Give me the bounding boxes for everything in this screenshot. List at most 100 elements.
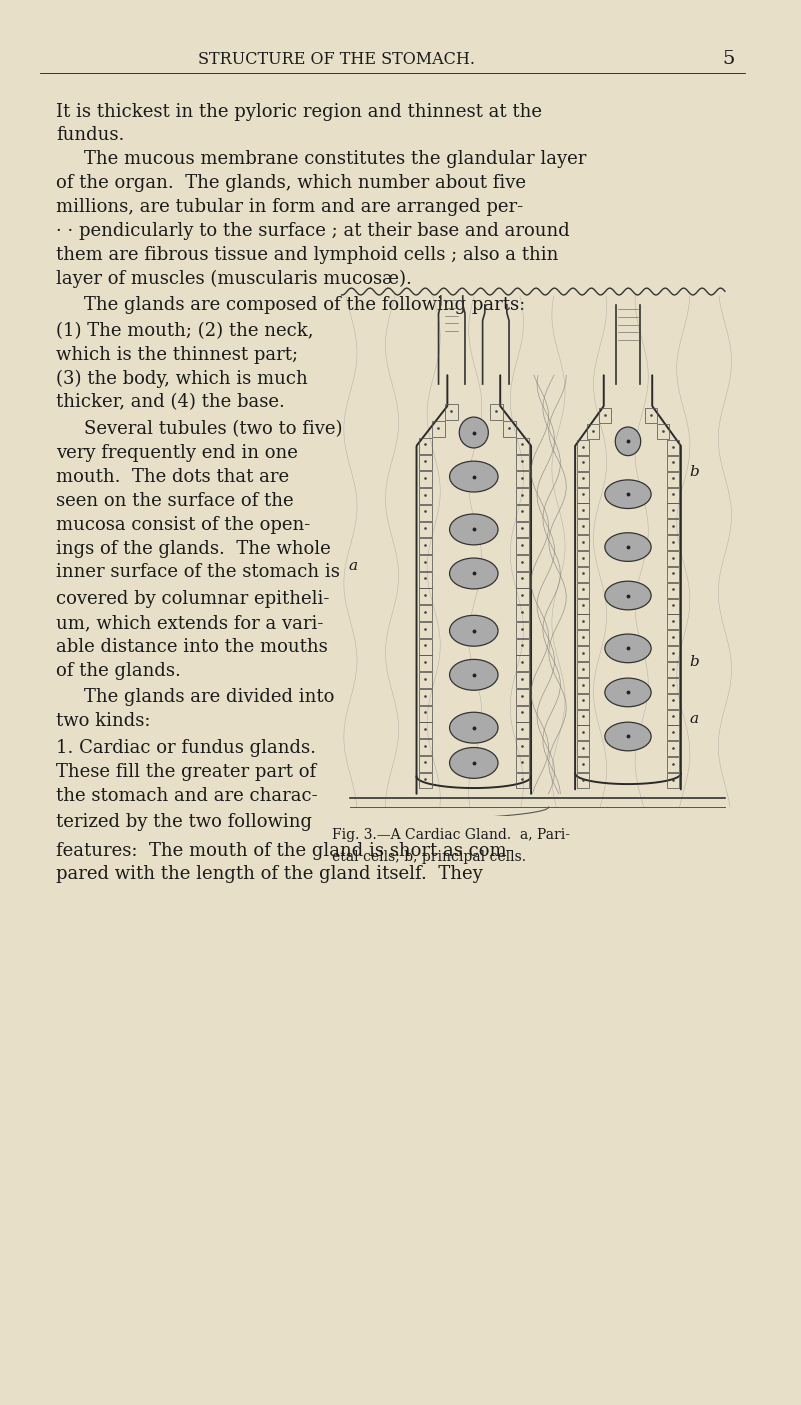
Bar bbox=[516, 555, 529, 570]
Bar bbox=[577, 710, 590, 725]
Text: It is thickest in the pyloric region and thinnest at the: It is thickest in the pyloric region and… bbox=[56, 103, 542, 121]
Text: covered by columnar epitheli-: covered by columnar epitheli- bbox=[56, 590, 329, 608]
Text: the stomach and are charac-: the stomach and are charac- bbox=[56, 787, 318, 805]
Text: Several tubules (two to five): Several tubules (two to five) bbox=[84, 420, 343, 438]
Text: a: a bbox=[348, 559, 357, 573]
Bar bbox=[419, 739, 432, 754]
Text: seen on the surface of the: seen on the surface of the bbox=[56, 492, 294, 510]
Ellipse shape bbox=[605, 582, 651, 610]
Bar bbox=[419, 622, 432, 638]
Text: ings of the glands.  The whole: ings of the glands. The whole bbox=[56, 540, 331, 558]
Bar bbox=[516, 521, 529, 537]
Text: of the organ.  The glands, which number about five: of the organ. The glands, which number a… bbox=[56, 174, 526, 192]
Text: (1) The mouth; (2) the neck,: (1) The mouth; (2) the neck, bbox=[56, 322, 313, 340]
Bar bbox=[666, 614, 679, 629]
Text: very frequently end in one: very frequently end in one bbox=[56, 444, 298, 462]
Text: 1. Cardiac or fundus glands.: 1. Cardiac or fundus glands. bbox=[56, 739, 316, 757]
Ellipse shape bbox=[449, 659, 498, 690]
Bar bbox=[502, 422, 516, 437]
Bar bbox=[516, 455, 529, 471]
Bar bbox=[419, 555, 432, 570]
Bar bbox=[419, 471, 432, 488]
Text: of the glands.: of the glands. bbox=[56, 662, 181, 680]
Bar bbox=[419, 438, 432, 454]
Bar bbox=[666, 583, 679, 597]
Ellipse shape bbox=[605, 532, 651, 562]
Bar bbox=[666, 742, 679, 756]
Bar bbox=[577, 742, 590, 756]
Text: layer of muscles (muscularis mucosæ).: layer of muscles (muscularis mucosæ). bbox=[56, 270, 412, 288]
Bar bbox=[666, 551, 679, 566]
Text: terized by the two following: terized by the two following bbox=[56, 813, 312, 832]
Bar bbox=[419, 672, 432, 688]
Bar bbox=[419, 538, 432, 554]
Text: etal cells; b, principal cells.: etal cells; b, principal cells. bbox=[332, 850, 526, 864]
Bar bbox=[577, 677, 590, 693]
Bar bbox=[587, 424, 599, 440]
Bar bbox=[419, 722, 432, 738]
Bar bbox=[666, 566, 679, 582]
Bar bbox=[577, 440, 590, 455]
Ellipse shape bbox=[605, 722, 651, 750]
Ellipse shape bbox=[615, 427, 641, 455]
Bar bbox=[577, 455, 590, 471]
Bar bbox=[419, 572, 432, 587]
Ellipse shape bbox=[605, 679, 651, 707]
Text: Fig. 3.—A Cardiac Gland.  a, Pari-: Fig. 3.—A Cardiac Gland. a, Pari- bbox=[332, 828, 570, 842]
Bar bbox=[666, 503, 679, 518]
Bar bbox=[577, 725, 590, 740]
Text: which is the thinnest part;: which is the thinnest part; bbox=[56, 346, 298, 364]
Text: 5: 5 bbox=[723, 51, 735, 67]
Bar bbox=[516, 672, 529, 688]
Bar bbox=[419, 705, 432, 722]
Bar bbox=[666, 757, 679, 773]
Bar bbox=[516, 622, 529, 638]
Bar bbox=[666, 725, 679, 740]
Bar bbox=[577, 599, 590, 614]
Bar bbox=[516, 739, 529, 754]
Text: · · pendicularly to the surface ; at their base and around: · · pendicularly to the surface ; at the… bbox=[56, 222, 570, 240]
Ellipse shape bbox=[459, 417, 489, 448]
Text: inner surface of the stomach is: inner surface of the stomach is bbox=[56, 563, 340, 582]
Bar bbox=[489, 405, 503, 420]
Text: pared with the length of the gland itself.  They: pared with the length of the gland itsel… bbox=[56, 865, 483, 884]
Ellipse shape bbox=[605, 481, 651, 509]
Text: two kinds:: two kinds: bbox=[56, 712, 151, 731]
Bar bbox=[666, 773, 679, 788]
Bar bbox=[666, 520, 679, 534]
Bar bbox=[577, 646, 590, 662]
Bar bbox=[666, 694, 679, 708]
Bar bbox=[666, 662, 679, 677]
Text: STRUCTURE OF THE STOMACH.: STRUCTURE OF THE STOMACH. bbox=[198, 51, 475, 67]
Text: a: a bbox=[690, 712, 698, 726]
Bar bbox=[419, 756, 432, 771]
Text: b: b bbox=[690, 655, 699, 669]
Bar bbox=[577, 583, 590, 597]
Bar bbox=[577, 631, 590, 645]
Bar bbox=[445, 405, 458, 420]
Bar bbox=[419, 455, 432, 471]
Bar bbox=[516, 504, 529, 521]
Ellipse shape bbox=[449, 615, 498, 646]
Bar bbox=[577, 520, 590, 534]
Bar bbox=[577, 757, 590, 773]
Bar bbox=[577, 551, 590, 566]
Bar bbox=[516, 438, 529, 454]
Bar bbox=[516, 488, 529, 504]
Bar bbox=[516, 722, 529, 738]
Bar bbox=[419, 773, 432, 788]
Bar bbox=[432, 422, 445, 437]
Text: mucosa consist of the open-: mucosa consist of the open- bbox=[56, 516, 310, 534]
Text: (3) the body, which is much: (3) the body, which is much bbox=[56, 370, 308, 388]
Bar bbox=[516, 538, 529, 554]
Bar bbox=[645, 409, 658, 423]
Bar bbox=[516, 589, 529, 604]
Bar bbox=[419, 655, 432, 672]
Bar bbox=[419, 589, 432, 604]
Bar bbox=[419, 488, 432, 504]
Bar bbox=[577, 488, 590, 503]
Bar bbox=[516, 655, 529, 672]
Bar bbox=[666, 440, 679, 455]
Text: millions, are tubular in form and are arranged per-: millions, are tubular in form and are ar… bbox=[56, 198, 523, 216]
Bar bbox=[577, 694, 590, 708]
